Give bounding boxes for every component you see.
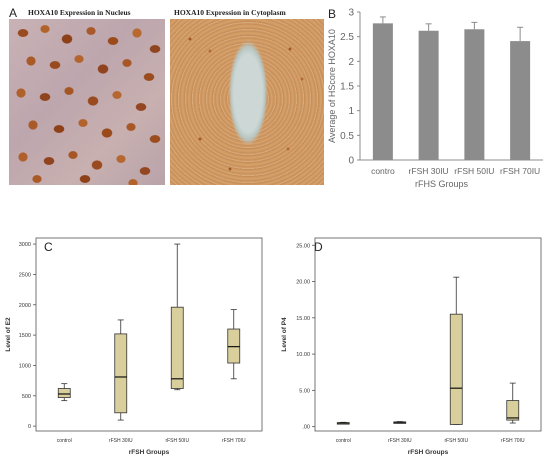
box <box>57 388 71 399</box>
y-tick-label: 2.5 <box>340 32 354 43</box>
y-axis-label: Level of E2 <box>5 317 12 352</box>
x-axis-label: rFHS Groups <box>415 179 469 189</box>
bar <box>418 30 439 160</box>
y-tick-label: 1000 <box>19 363 31 369</box>
cytoplasm-image-title: HOXA10 Expression in Cytoplasm <box>174 8 286 17</box>
y-tick-label: 2500 <box>19 272 31 278</box>
y-tick-label: 0 <box>348 156 354 167</box>
boxplot-p4: .00 5.00 10.00 15.00 20.00 25.00 control rFSH 3… <box>281 237 542 456</box>
plot-frame <box>314 237 542 432</box>
y-tick-label: 25.00 <box>296 243 310 249</box>
x-tick-label: rFSH 70IU <box>222 438 246 444</box>
bar <box>372 23 393 161</box>
box <box>506 400 520 421</box>
panel-a-letter: A <box>9 6 18 20</box>
panel-c-letter: C <box>44 240 53 254</box>
bar <box>464 29 485 161</box>
y-tick-label: 2 <box>348 57 354 68</box>
plot-frame <box>35 237 263 432</box>
x-tick-label: rFSH 30IU <box>388 438 412 444</box>
nucleus-micrograph <box>9 19 165 185</box>
y-axis-label: Level of P4 <box>281 317 288 352</box>
box <box>170 306 184 389</box>
y-tick-label: 1.5 <box>340 82 354 93</box>
boxplot-e2: 0 500 1000 1500 2000 2500 3000 control rFSH 30IU… <box>5 237 263 456</box>
y-tick-label: 20.00 <box>296 280 310 286</box>
y-tick-label: 5.00 <box>299 388 310 394</box>
box <box>114 333 128 414</box>
x-tick-label: rFSH 70IU <box>500 166 540 176</box>
y-tick-label: 0 <box>28 424 31 430</box>
bar-chart-hoxa10: 0 0.5 1 1.5 2 2.5 3 contro rFSH 30IU rFSH 50IU rFS… <box>327 8 543 189</box>
x-tick-label: rFSH 70IU <box>501 438 525 444</box>
x-tick-label: control <box>336 438 351 444</box>
y-tick-label: 10.00 <box>296 352 310 358</box>
box <box>227 328 241 364</box>
y-tick-label: 1 <box>348 106 354 117</box>
y-tick-label: 15.00 <box>296 316 310 322</box>
y-tick-label: 1500 <box>19 333 31 339</box>
x-tick-label: rFSH 50IU <box>454 166 494 176</box>
x-axis-label: rFSH Groups <box>129 449 170 456</box>
bar <box>510 41 531 160</box>
cytoplasm-micrograph <box>170 19 324 185</box>
y-tick-label: 500 <box>22 394 31 400</box>
panel-b-letter: B <box>328 7 337 21</box>
nucleus-image-title: HOXA10 Expression in Nucleus <box>28 8 131 17</box>
x-tick-label: rFSH 30IU <box>409 166 449 176</box>
x-tick-label: control <box>57 438 72 444</box>
box <box>449 313 463 425</box>
x-tick-label: rFSH 50IU <box>165 438 189 444</box>
y-tick-label: 2000 <box>19 303 31 309</box>
y-tick-label: 3 <box>348 8 354 19</box>
x-tick-label: rFSH 50IU <box>444 438 468 444</box>
y-tick-label: 3000 <box>19 242 31 248</box>
x-axis-label: rFSH Groups <box>408 449 449 456</box>
y-tick-label: 0.5 <box>340 131 354 142</box>
panel-d-letter: D <box>314 240 323 254</box>
y-tick-label: .00 <box>302 425 310 431</box>
y-axis-label: Average of HScore HOXA10 <box>327 29 337 143</box>
x-tick-label: rFSH 30IU <box>109 438 133 444</box>
x-tick-label: contro <box>371 166 395 176</box>
